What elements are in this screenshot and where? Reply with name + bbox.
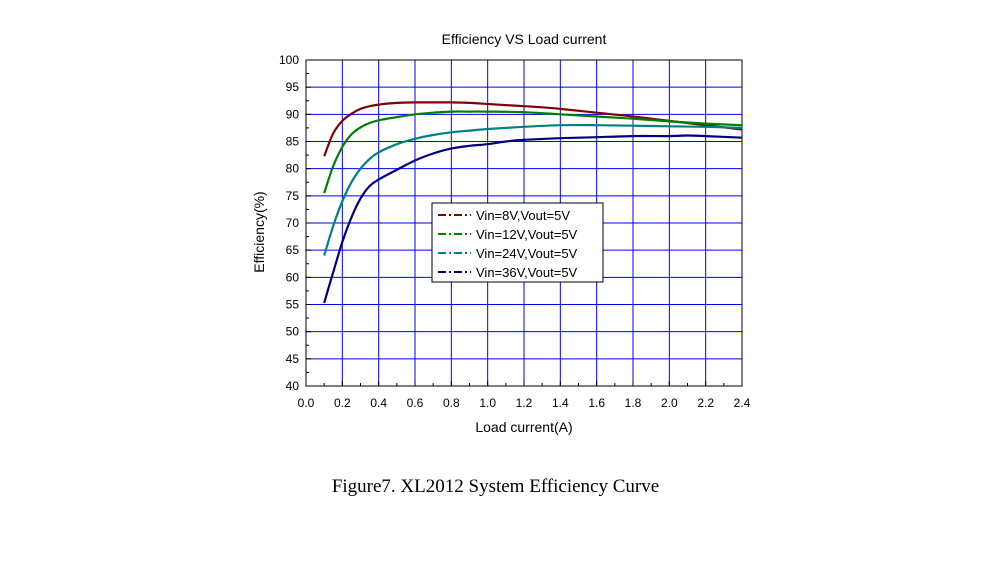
- y-tick-label: 65: [286, 243, 300, 257]
- x-axis-label: Load current(A): [475, 419, 572, 435]
- y-axis-tick-labels: 40 45 50 55 60 65 70 75 80 85 90 95 100: [279, 53, 299, 393]
- y-tick-label: 40: [286, 379, 300, 393]
- y-tick-label: 90: [286, 107, 300, 121]
- legend-label-2: Vin=12V,Vout=5V: [476, 227, 578, 242]
- y-tick-label: 60: [286, 270, 300, 284]
- figure-caption: Figure7. XL2012 System Efficiency Curve: [331, 476, 660, 497]
- y-tick-label: 85: [286, 135, 300, 149]
- x-tick-label: 0.0: [298, 396, 315, 410]
- x-tick-label: 1.4: [552, 396, 569, 410]
- series-line-1: [323, 101, 743, 157]
- legend-box: [431, 202, 604, 283]
- legend-label-1: Vin=8V,Vout=5V: [476, 208, 570, 223]
- y-axis-label: Efficiency(%): [251, 191, 267, 272]
- y-tick-label: 50: [286, 325, 300, 339]
- series-line-3: [323, 123, 743, 256]
- x-tick-label: 0.2: [334, 396, 351, 410]
- x-tick-label: 1.2: [516, 396, 533, 410]
- x-tick-label: 0.4: [370, 396, 387, 410]
- x-tick-label: 0.8: [443, 396, 460, 410]
- x-tick-label: 2.4: [734, 396, 751, 410]
- series-line-2: [323, 110, 743, 194]
- x-tick-label: 0.6: [407, 396, 424, 410]
- y-tick-label: 70: [286, 216, 300, 230]
- series-line-4: [323, 134, 743, 304]
- x-tick-label: 1.8: [625, 396, 642, 410]
- y-tick-label: 80: [286, 162, 300, 176]
- chart-title: Efficiency VS Load current: [442, 31, 607, 47]
- axis-ticks: [305, 59, 743, 387]
- y-tick-label: 75: [286, 189, 300, 203]
- y-tick-label: 45: [286, 352, 300, 366]
- legend-label-4: Vin=36V,Vout=5V: [476, 265, 578, 280]
- y-tick-label: 55: [286, 298, 300, 312]
- x-tick-label: 2.2: [697, 396, 714, 410]
- legend: Vin=8V,Vout=5V Vin=12V,Vout=5V Vin=24V,Vou…: [431, 202, 604, 283]
- series-lines: [323, 101, 743, 304]
- x-tick-label: 2.0: [661, 396, 678, 410]
- y-tick-label: 95: [286, 80, 300, 94]
- y-tick-label: 100: [279, 53, 299, 67]
- x-tick-label: 1.6: [588, 396, 605, 410]
- x-axis-tick-labels: 0.0 0.2 0.4 0.6 0.8 1.0 1.2 1.4 1.6 1.8 2.0 2.2 2.4: [298, 396, 751, 410]
- legend-label-3: Vin=24V,Vout=5V: [476, 246, 578, 261]
- x-tick-label: 1.0: [479, 396, 496, 410]
